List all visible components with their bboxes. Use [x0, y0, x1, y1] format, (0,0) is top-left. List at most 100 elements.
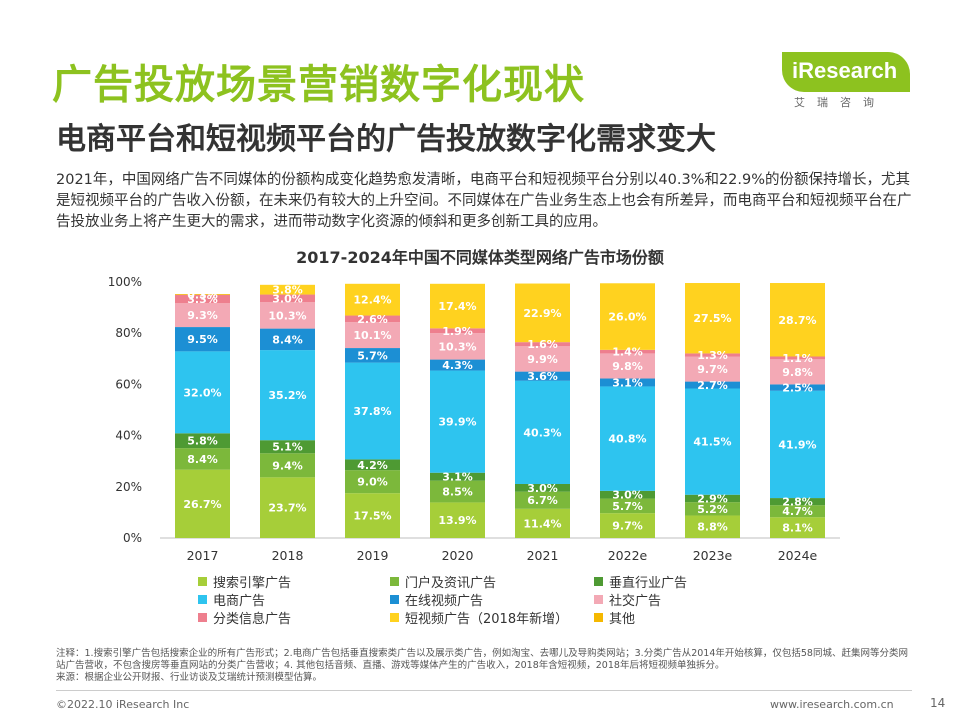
x-tick-label: 2019 — [357, 548, 389, 563]
footer-website[interactable]: www.iresearch.com.cn — [770, 698, 894, 711]
notes: 注释：1.搜索引擎广告包括搜索企业的所有广告形式；2.电商广告包括垂直搜索类广告… — [56, 648, 912, 684]
bar-segment — [600, 498, 655, 514]
bar-segment — [430, 502, 485, 538]
data-label: 35.2% — [268, 389, 306, 402]
legend-swatch — [198, 577, 207, 586]
data-label: 5.2% — [697, 503, 728, 516]
bar-segment — [515, 483, 570, 492]
bar-segment — [260, 302, 315, 329]
data-label: 4.3% — [442, 359, 473, 372]
data-label: 3.8% — [272, 284, 303, 297]
x-tick-label: 2017 — [187, 548, 219, 563]
y-tick-label: 40% — [115, 429, 142, 443]
data-label: 41.5% — [693, 436, 731, 449]
data-label: 22.9% — [523, 307, 561, 320]
bar-segment — [770, 517, 825, 538]
data-label: 9.3% — [187, 309, 218, 322]
data-label: 8.5% — [442, 486, 473, 499]
bar-segment — [430, 472, 485, 481]
bar-segment — [260, 453, 315, 478]
legend-label: 搜索引擎广告 — [213, 576, 292, 591]
bar-segment — [600, 490, 655, 499]
bar-segment — [430, 333, 485, 360]
bar-segment — [430, 359, 485, 371]
data-label: 27.5% — [693, 312, 731, 325]
legend-label: 垂直行业广告 — [609, 576, 688, 591]
data-label: 9.5% — [187, 333, 218, 346]
legend-item: 分类信息广告 — [198, 608, 291, 627]
bar-segment — [175, 303, 230, 328]
data-label: 5.7% — [612, 500, 643, 513]
bar-segment — [430, 370, 485, 473]
bar-segment — [175, 327, 230, 352]
bar-segment — [685, 356, 740, 382]
legend-label: 社交广告 — [609, 594, 662, 609]
data-label: 3.1% — [612, 376, 643, 389]
data-label: 3.6% — [527, 370, 558, 383]
bar-segment — [600, 386, 655, 491]
data-label: 37.8% — [353, 405, 391, 418]
bar-segment — [175, 469, 230, 538]
bar-segment — [600, 378, 655, 387]
legend-label: 分类信息广告 — [213, 612, 292, 627]
legend-item: 社交广告 — [594, 590, 661, 609]
footer-divider — [56, 690, 912, 691]
bar-segment — [600, 349, 655, 354]
x-tick-label: 2024e — [778, 548, 818, 563]
data-label: 28.7% — [778, 314, 816, 327]
chart-legend: 搜索引擎广告 门户及资讯广告 垂直行业广告 电商广告 在线视频广告 社交广告 分类信息广告 短… — [190, 570, 750, 630]
legend-label: 其他 — [609, 612, 636, 627]
bar-segment — [600, 353, 655, 379]
bar-segment — [600, 513, 655, 538]
data-label: 2.5% — [782, 382, 813, 395]
bar-segment — [770, 283, 825, 357]
note-line-1: 注释：1.搜索引擎广告包括搜索企业的所有广告形式；2.电商广告包括垂直搜索类广告… — [56, 648, 908, 671]
bar-segment — [685, 494, 740, 503]
page-subtitle: 电商平台和短视频平台的广告投放数字化需求变大 — [56, 122, 716, 157]
bar-segment — [515, 283, 570, 343]
x-tick-label: 2018 — [272, 548, 304, 563]
logo-main-text: iResearch — [792, 58, 898, 83]
data-label: 0.3% — [187, 288, 218, 301]
data-label: 1.4% — [612, 346, 643, 359]
data-label: 17.4% — [438, 300, 476, 313]
bar-segment — [175, 448, 230, 470]
data-label: 3.1% — [442, 471, 473, 484]
bar-segment — [175, 351, 230, 434]
x-tick-label: 2021 — [527, 548, 559, 563]
legend-item: 在线视频广告 — [390, 590, 483, 609]
legend-swatch — [198, 613, 207, 622]
x-tick-label: 2022e — [608, 548, 648, 563]
bar-segment — [345, 283, 400, 316]
data-label: 13.9% — [438, 514, 476, 527]
bar-segment — [430, 480, 485, 503]
data-label: 3.0% — [527, 482, 558, 495]
bar-segment — [685, 353, 740, 357]
legend-swatch — [390, 613, 399, 622]
legend-label: 门户及资讯广告 — [405, 576, 497, 591]
data-label: 1.6% — [527, 338, 558, 351]
bar-segment — [430, 283, 485, 329]
data-label: 5.8% — [187, 435, 218, 448]
bar-segment — [685, 388, 740, 495]
x-tick-label: 2023e — [693, 548, 733, 563]
bar-segment — [685, 515, 740, 538]
data-label: 4.2% — [357, 459, 388, 472]
bar-segment — [770, 390, 825, 499]
bar-layer — [175, 283, 825, 538]
bar-segment — [260, 328, 315, 351]
chart-title: 2017-2024年中国不同媒体类型网络广告市场份额 — [296, 248, 664, 267]
x-tick-label: 2020 — [442, 548, 474, 563]
bar-segment — [260, 440, 315, 454]
data-label: 40.8% — [608, 433, 646, 446]
data-label: 2.9% — [697, 492, 728, 505]
data-label: 8.4% — [272, 333, 303, 346]
y-tick-label: 100% — [108, 275, 142, 289]
legend-swatch — [198, 595, 207, 604]
data-label: 5.7% — [357, 349, 388, 362]
bar-segment — [345, 459, 400, 471]
data-label: 1.9% — [442, 325, 473, 338]
bar-segment — [345, 315, 400, 323]
data-label: 9.7% — [612, 520, 643, 533]
